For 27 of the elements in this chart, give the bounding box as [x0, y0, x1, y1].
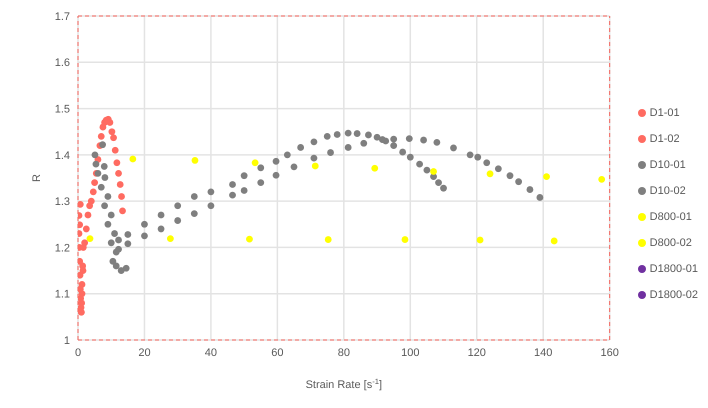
- y-tick-label: 1: [64, 334, 70, 347]
- y-tick-label: 1.7: [54, 10, 70, 23]
- x-tick-label: 60: [271, 346, 284, 359]
- legend-label: D10-02: [650, 184, 686, 199]
- legend-label: D1800-02: [650, 288, 698, 303]
- y-tick-label: 1.4: [54, 150, 70, 162]
- legend-label: D1-01: [650, 106, 680, 121]
- y-axis-title: R: [31, 174, 43, 182]
- legend-label: D800-02: [650, 236, 692, 251]
- y-tick-label: 1.6: [54, 57, 70, 70]
- x-axis-title: Strain Rate [s$^{-1}$]: [306, 376, 382, 391]
- legend-label: D1-02: [650, 132, 680, 147]
- y-tick-label: 1.3: [54, 196, 70, 208]
- y-tick-label: 1.1: [54, 288, 70, 301]
- legend-label: D10-01: [650, 158, 686, 173]
- x-tick-label: 100: [401, 346, 420, 359]
- x-tick-label: 0: [74, 346, 82, 359]
- x-tick-label: 80: [338, 346, 350, 359]
- y-tick-label: 1.2: [54, 242, 70, 254]
- x-tick-label: 120: [468, 346, 486, 359]
- x-tick-label: 140: [534, 346, 552, 359]
- legend-label: D800-01: [650, 210, 692, 225]
- y-tick-label: 1.5: [54, 103, 70, 116]
- x-tick-label: 160: [600, 346, 619, 359]
- legend-label: D1800-01: [650, 262, 698, 277]
- x-tick-label: 40: [204, 346, 218, 359]
- x-tick-label: 20: [138, 346, 151, 359]
